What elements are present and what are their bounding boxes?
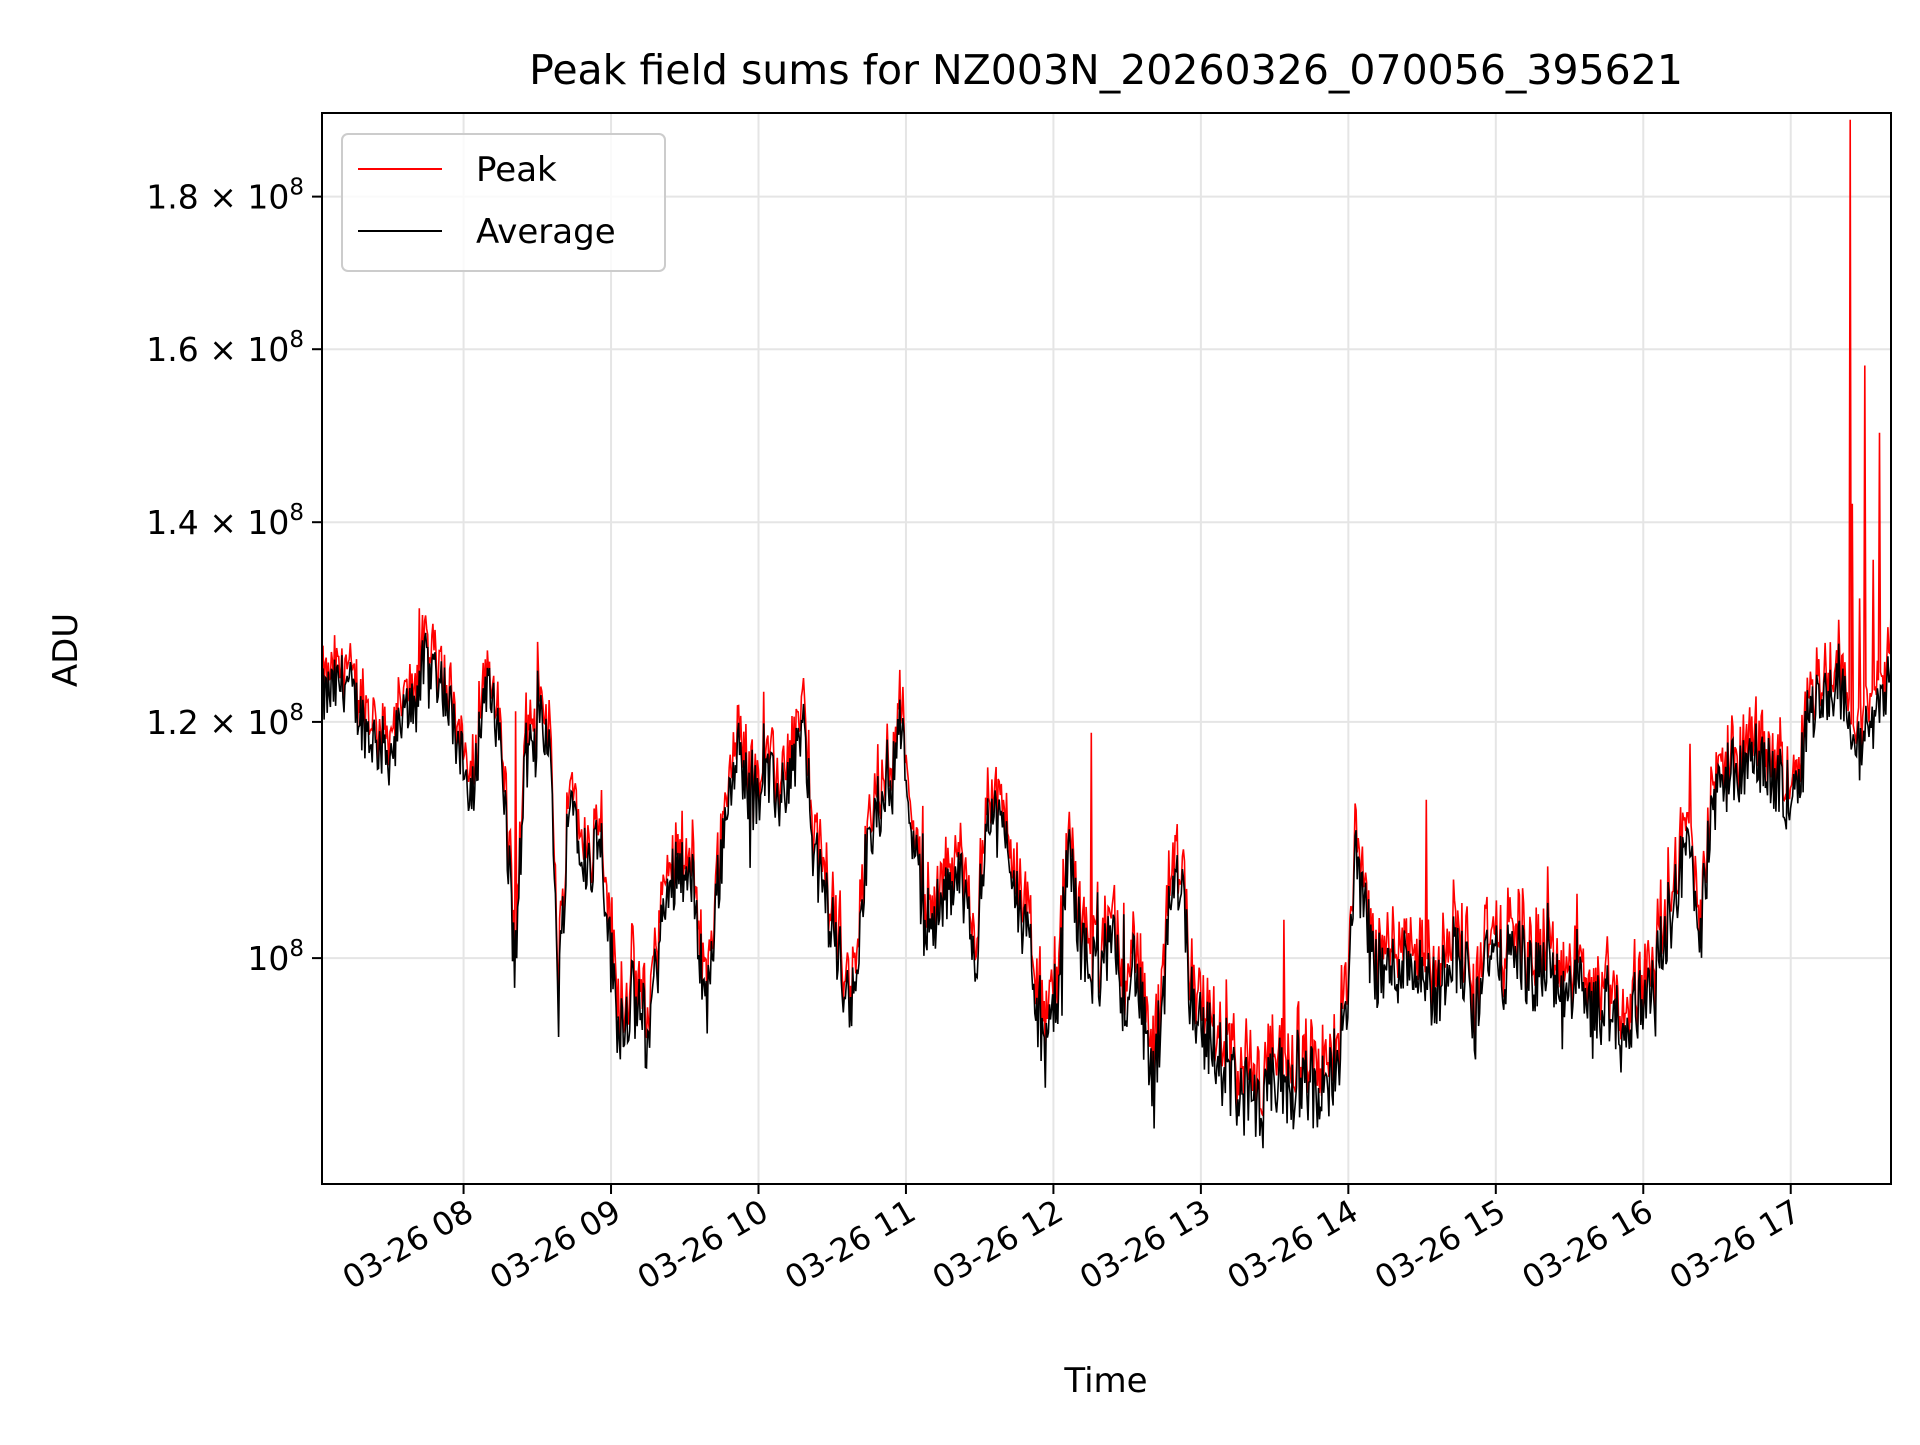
plot-area-frame — [321, 112, 1892, 1185]
y-tick-label: 1.2 × 108 — [146, 700, 304, 742]
y-axis-label: ADU — [46, 613, 86, 687]
series-average-line — [322, 632, 1891, 1149]
x-axis-label: Time — [1063, 1361, 1147, 1401]
y-tick-label: 1.6 × 108 — [146, 327, 304, 369]
y-axis-ticks: 108 1.2 × 108 1.4 × 108 1.6 × 108 1.8 × 108 — [146, 175, 322, 978]
legend-peak-label: Peak — [476, 150, 557, 190]
series-layer — [322, 119, 1891, 1149]
y-tick-label: 1.8 × 108 — [146, 175, 304, 217]
legend-average-label: Average — [476, 212, 616, 252]
chart-title: Peak field sums for NZ003N_20260326_0700… — [529, 46, 1683, 94]
y-tick-label: 1.4 × 108 — [146, 500, 304, 542]
legend: Peak Average — [341, 133, 666, 272]
y-tick-label: 108 — [247, 936, 304, 978]
